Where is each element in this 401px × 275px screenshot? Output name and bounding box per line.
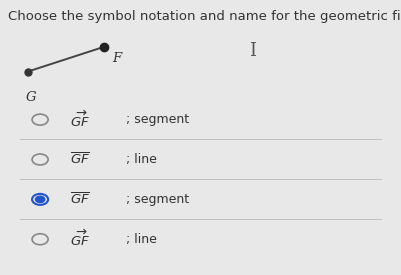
Text: F: F [112,52,122,65]
Text: ; line: ; line [126,233,157,246]
Text: $\overline{GF}$: $\overline{GF}$ [70,152,90,167]
Text: G: G [26,91,36,104]
Text: I: I [249,42,256,60]
Text: Choose the symbol notation and name for the geometric figure.: Choose the symbol notation and name for … [8,10,401,23]
Text: $\overline{GF}$: $\overline{GF}$ [70,192,90,207]
Circle shape [35,196,45,203]
Text: $\overrightarrow{GF}$: $\overrightarrow{GF}$ [70,229,90,249]
Text: ; segment: ; segment [126,193,189,206]
Text: $\overrightarrow{GF}$: $\overrightarrow{GF}$ [70,109,90,130]
Text: ; segment: ; segment [126,113,189,126]
Text: ; line: ; line [126,153,157,166]
